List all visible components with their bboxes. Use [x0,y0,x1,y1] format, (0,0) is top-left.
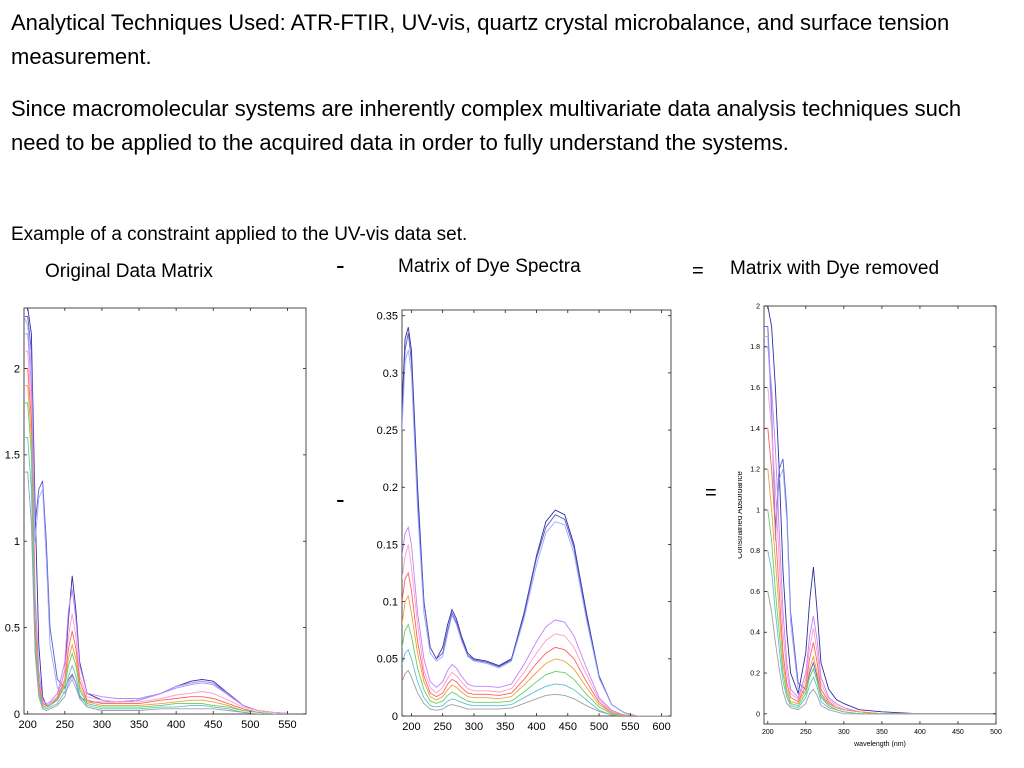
minus-operator-top: - [336,250,345,280]
y-tick-label: 0.3 [383,368,398,380]
y-tick-label: 0.35 [377,311,398,323]
y-tick-label: 1 [14,536,20,548]
equals-operator-middle: = [705,482,717,504]
series-line-2 [24,316,295,714]
y-tick-label: 0.1 [383,596,398,608]
y-tick-label: 0 [756,711,760,718]
x-tick-label: 400 [914,729,926,736]
y-tick-label: 0.6 [750,589,760,596]
y-tick-label: 1.5 [5,450,20,462]
y-tick-label: 1.4 [750,426,760,433]
x-tick-label: 300 [465,721,483,733]
x-tick-label: 400 [527,721,545,733]
series-line-5 [24,350,295,714]
x-tick-label: 450 [204,719,222,731]
x-tick-label: 450 [559,721,577,733]
x-tick-label: 300 [93,719,111,731]
x-tick-label: 500 [241,719,259,731]
y-tick-label: 1.6 [750,385,760,392]
y-axis-label: Constrained Absorbance [738,471,744,559]
x-tick-label: 400 [167,719,185,731]
y-tick-label: 0.25 [377,425,398,437]
y-tick-label: 2 [14,363,20,375]
series-line-8 [402,623,671,716]
x-axis-label: wavelength (nm) [853,741,906,748]
x-tick-label: 600 [652,721,670,733]
equals-operator-top: = [692,260,704,282]
x-tick-label: 500 [990,729,1002,736]
y-tick-label: 2 [756,303,760,310]
x-tick-label: 350 [130,719,148,731]
series-group [402,327,671,716]
series-line-4 [402,525,671,716]
y-tick-label: 0.5 [5,622,20,634]
series-line-10 [764,591,996,715]
slide-paragraph: Since macromolecular systems are inheren… [11,96,962,155]
x-tick-label: 300 [838,729,850,736]
x-tick-label: 350 [496,721,514,733]
x-tick-label: 250 [800,729,812,736]
y-tick-label: 0.15 [377,539,398,551]
y-tick-label: 0.8 [750,548,760,555]
x-tick-label: 200 [762,729,774,736]
y-tick-label: 0.4 [750,630,760,637]
original-data-chart: 200 250 300 350 400 450 500 550 0 0.5 1 1.5 2 [5,307,307,731]
series-line-6 [402,571,671,716]
series-line-10 [402,669,671,716]
y-tick-label: 0.2 [750,670,760,677]
original-matrix-label: Original Data Matrix [45,261,213,282]
y-tick-label: 0 [392,711,398,723]
series-line-9 [24,437,295,714]
x-tick-label: 500 [590,721,608,733]
x-tick-label: 450 [952,729,964,736]
plot-frame [401,309,672,717]
series-line-7 [764,468,996,715]
y-tick-label: 0 [14,709,20,721]
x-tick-label: 200 [402,721,420,733]
dye-matrix-label: Matrix of Dye Spectra [398,256,581,277]
y-tick-label: 0.05 [377,654,398,666]
plot-frame [763,305,997,725]
series-line-5 [402,544,671,716]
series-line-3 [402,349,671,716]
y-tick-label: 1.2 [750,467,760,474]
series-line-1 [764,306,996,715]
x-tick-label: 550 [278,719,296,731]
x-tick-label: 250 [56,719,74,731]
series-line-10 [24,471,295,714]
series-line-6 [24,368,295,714]
y-tick-label: 1.8 [750,344,760,351]
dye-spectra-chart: 200 250 300 350 400 450 500 550 600 0 0.05 0.1 0.15 0… [377,309,672,733]
y-tick-label: 1 [756,507,760,514]
x-tick-label: 200 [19,719,37,731]
example-caption: Example of a constraint applied to the U… [11,224,468,245]
series-line-7 [402,594,671,716]
x-tick-label: 550 [621,721,639,733]
series-group [764,306,996,715]
plot-frame [23,307,307,715]
dye-removed-matrix-label: Matrix with Dye removed [730,258,940,279]
y-tick-label: 0.2 [383,482,398,494]
series-group [24,308,295,714]
x-tick-label: 250 [433,721,451,733]
minus-operator-middle: - [336,484,345,514]
dye-removed-chart: 200 250 300 350 400 450 500 0 0.2 0.4 0.6 0.8 1 1.2 1.… [738,303,1002,748]
slide-heading: Analytical Techniques Used: ATR-FTIR, UV… [11,10,950,69]
x-tick-label: 350 [876,729,888,736]
series-line-8 [24,402,295,714]
series-line-9 [402,648,671,716]
series-line-4 [24,333,295,714]
